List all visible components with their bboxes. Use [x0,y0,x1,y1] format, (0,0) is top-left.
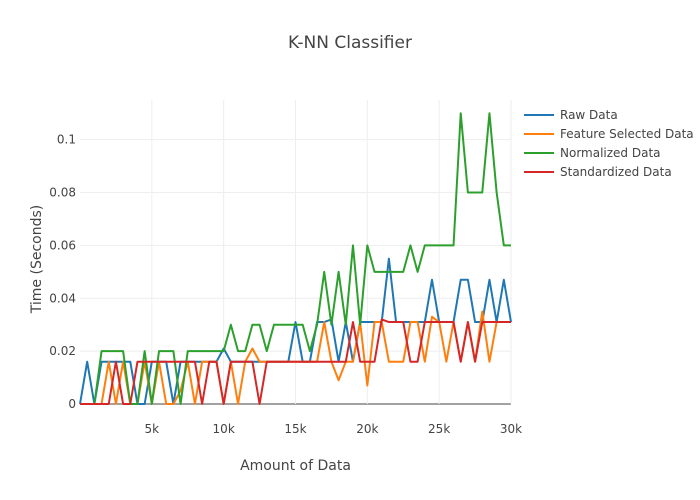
x-tick-label: 15k [284,422,306,436]
y-tick-label: 0.02 [49,344,76,358]
legend-swatch [524,113,554,116]
legend-item[interactable]: Standardized Data [524,162,694,181]
y-tick-labels: 0 0.02 0.04 0.06 0.08 0.1 [49,133,76,411]
y-axis-label: Time (Seconds) [29,204,45,314]
legend-item[interactable]: Raw Data [524,105,694,124]
x-tick-label: 30k [500,422,522,436]
chart-title: K-NN Classifier [288,33,412,53]
y-tick-label: 0.08 [49,186,76,200]
y-tick-label: 0.04 [49,291,76,305]
x-tick-labels: 5k 10k 15k 20k 25k 30k [145,422,523,436]
legend-swatch [524,170,554,173]
y-tick-label: 0.1 [57,133,76,147]
x-tick-label: 5k [145,422,160,436]
x-axis-label: Amount of Data [240,458,351,474]
legend-swatch [524,151,554,154]
series-line-normalized-data [80,112,511,405]
x-tick-label: 10k [213,422,235,436]
y-tick-label: 0 [68,397,76,411]
legend[interactable]: Raw Data Feature Selected Data Normalized … [524,105,694,181]
legend-item[interactable]: Normalized Data [524,143,694,162]
legend-label: Feature Selected Data [560,126,694,141]
legend-label: Raw Data [560,107,618,122]
series-line-standardized-data [80,318,511,405]
legend-swatch [524,132,554,135]
series-lines [79,112,512,405]
legend-label: Normalized Data [560,145,661,160]
legend-item[interactable]: Feature Selected Data [524,124,694,143]
legend-label: Standardized Data [560,164,672,179]
x-tick-label: 25k [428,422,450,436]
x-tick-label: 20k [356,422,378,436]
y-tick-label: 0.06 [49,238,76,252]
